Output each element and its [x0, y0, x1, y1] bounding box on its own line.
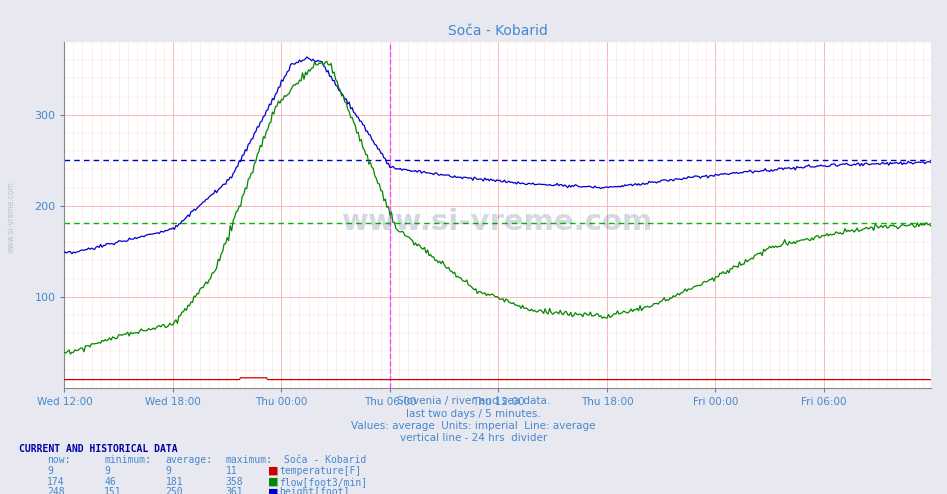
- Text: average:: average:: [166, 455, 213, 465]
- Text: Soča - Kobarid: Soča - Kobarid: [284, 455, 366, 465]
- Text: Values: average  Units: imperial  Line: average: Values: average Units: imperial Line: av…: [351, 421, 596, 431]
- Text: 361: 361: [225, 488, 243, 494]
- Text: Slovenia / river and sea data.: Slovenia / river and sea data.: [397, 396, 550, 406]
- Text: 9: 9: [104, 466, 110, 476]
- Title: Soča - Kobarid: Soča - Kobarid: [448, 24, 547, 38]
- Text: 358: 358: [225, 477, 243, 487]
- Text: ■: ■: [268, 477, 278, 487]
- Text: www.si-vreme.com: www.si-vreme.com: [7, 181, 16, 253]
- Text: minimum:: minimum:: [104, 455, 152, 465]
- Text: 11: 11: [225, 466, 237, 476]
- Text: height[foot]: height[foot]: [279, 488, 349, 494]
- Text: maximum:: maximum:: [225, 455, 273, 465]
- Text: 151: 151: [104, 488, 122, 494]
- Text: ■: ■: [268, 466, 278, 476]
- Text: CURRENT AND HISTORICAL DATA: CURRENT AND HISTORICAL DATA: [19, 444, 178, 454]
- Text: last two days / 5 minutes.: last two days / 5 minutes.: [406, 409, 541, 418]
- Text: flow[foot3/min]: flow[foot3/min]: [279, 477, 367, 487]
- Text: vertical line - 24 hrs  divider: vertical line - 24 hrs divider: [400, 433, 547, 443]
- Text: now:: now:: [47, 455, 71, 465]
- Text: www.si-vreme.com: www.si-vreme.com: [342, 208, 653, 236]
- Text: 9: 9: [166, 466, 171, 476]
- Text: 46: 46: [104, 477, 116, 487]
- Text: temperature[F]: temperature[F]: [279, 466, 362, 476]
- Text: 181: 181: [166, 477, 184, 487]
- Text: 250: 250: [166, 488, 184, 494]
- Text: 174: 174: [47, 477, 65, 487]
- Text: 248: 248: [47, 488, 65, 494]
- Text: ■: ■: [268, 488, 278, 494]
- Text: 9: 9: [47, 466, 53, 476]
